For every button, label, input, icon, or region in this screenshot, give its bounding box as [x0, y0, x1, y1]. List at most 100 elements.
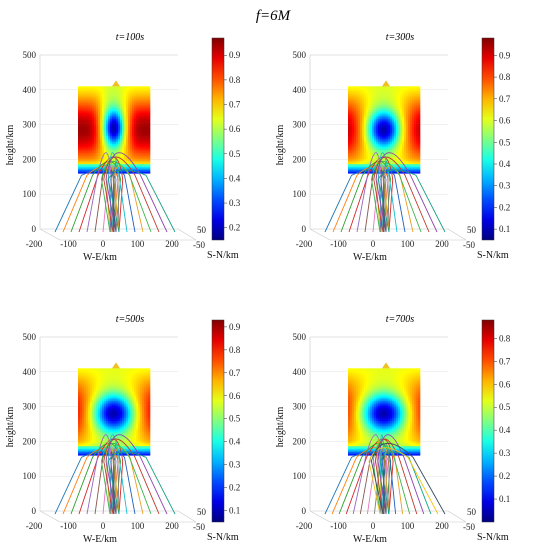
- plane-cell: [378, 120, 381, 123]
- plane-cell: [86, 380, 89, 383]
- plane-cell: [132, 123, 135, 126]
- plane-cell: [102, 97, 105, 100]
- plane-cell: [122, 117, 125, 120]
- plane-cell: [124, 100, 127, 103]
- plane-cell: [126, 167, 129, 169]
- plane-cell: [412, 156, 415, 159]
- plane-cell: [82, 156, 85, 159]
- plane-cell: [396, 125, 399, 128]
- plane-cell: [116, 399, 119, 402]
- plane-cell: [378, 154, 381, 157]
- plane-cell: [138, 379, 141, 382]
- colorbar-tick-label: 0.8: [499, 72, 511, 82]
- plane-cell: [358, 104, 361, 107]
- plane-cell: [370, 126, 373, 129]
- plane-cell: [78, 393, 81, 396]
- plane-cell: [132, 377, 135, 380]
- plane-cell: [100, 101, 103, 104]
- plane-cell: [398, 117, 401, 120]
- plane-cell: [106, 372, 109, 375]
- y-axis-label: S-N/km: [207, 532, 239, 543]
- plane-cell: [82, 164, 85, 166]
- plane-cell: [102, 131, 105, 134]
- plane-cell: [350, 122, 353, 124]
- plane-cell: [92, 383, 95, 386]
- plane-cell: [120, 390, 123, 392]
- plane-cell: [148, 112, 151, 115]
- plane-cell: [148, 170, 151, 173]
- plane-tip: [112, 80, 120, 87]
- plane-cell: [102, 374, 105, 377]
- plane-cell: [98, 397, 101, 400]
- plane-cell: [408, 125, 411, 128]
- plane-cell: [406, 90, 409, 93]
- plane-cell: [140, 106, 143, 109]
- plane-cell: [400, 131, 403, 134]
- plane-cell: [94, 374, 97, 377]
- plane-cell: [98, 87, 101, 90]
- plane-cell: [400, 94, 403, 96]
- plane-cell: [114, 391, 117, 394]
- plane-cell: [402, 153, 405, 155]
- plane-cell: [376, 139, 379, 141]
- plane-cell: [120, 165, 123, 168]
- plane-cell: [400, 156, 403, 159]
- plane-cell: [414, 132, 417, 135]
- plane-cell: [90, 154, 93, 157]
- plane-cell: [86, 108, 89, 110]
- plane-cell: [124, 380, 127, 383]
- plane-cell: [396, 86, 399, 89]
- plane-cell: [400, 170, 403, 173]
- plane-cell: [398, 87, 401, 90]
- plane-cell: [406, 134, 409, 137]
- plane-cell: [416, 170, 419, 173]
- plane-cell: [86, 391, 89, 394]
- plane-cell: [86, 159, 89, 162]
- plane-cell: [356, 145, 359, 148]
- plane-cell: [364, 97, 367, 100]
- plane-cell: [410, 143, 413, 146]
- plane-cell: [138, 146, 141, 149]
- plane-cell: [140, 89, 143, 92]
- plane-cell: [94, 167, 97, 169]
- plane-cell: [114, 374, 117, 377]
- plane-cell: [128, 369, 131, 372]
- plane-cell: [124, 369, 127, 372]
- plane-cell: [78, 394, 81, 397]
- plane-cell: [80, 103, 83, 106]
- plane-cell: [352, 98, 355, 101]
- plane-cell: [82, 143, 85, 146]
- plane-cell: [142, 382, 145, 385]
- plane-cell: [130, 97, 133, 100]
- plane-cell: [360, 89, 363, 92]
- plane-cell: [110, 145, 113, 148]
- plane-cell: [80, 374, 83, 377]
- plane-cell: [122, 118, 125, 121]
- plane-cell: [120, 377, 123, 380]
- plane-cell: [112, 109, 115, 112]
- plane-cell: [362, 156, 365, 159]
- plane-cell: [354, 120, 357, 123]
- plane-cell: [126, 162, 129, 165]
- plane-cell: [380, 148, 383, 151]
- plane-cell: [378, 115, 381, 118]
- plane-cell: [138, 382, 141, 385]
- plane-cell: [412, 95, 415, 98]
- plane-cell: [80, 154, 83, 157]
- plane-cell: [108, 140, 111, 143]
- plane-cell: [136, 369, 139, 372]
- plane-cell: [78, 382, 81, 385]
- plane-cell: [78, 372, 81, 375]
- plane-cell: [108, 374, 111, 377]
- plane-cell: [106, 383, 109, 386]
- plane-cell: [380, 126, 383, 129]
- plane-cell: [132, 111, 135, 114]
- plane-cell: [90, 146, 93, 149]
- plane-cell: [140, 132, 143, 135]
- plane-cell: [348, 143, 351, 146]
- plane-cell: [352, 153, 355, 155]
- plane-cell: [386, 100, 389, 103]
- plane-cell: [126, 136, 129, 138]
- plane-cell: [116, 150, 119, 152]
- plane-cell: [138, 103, 141, 106]
